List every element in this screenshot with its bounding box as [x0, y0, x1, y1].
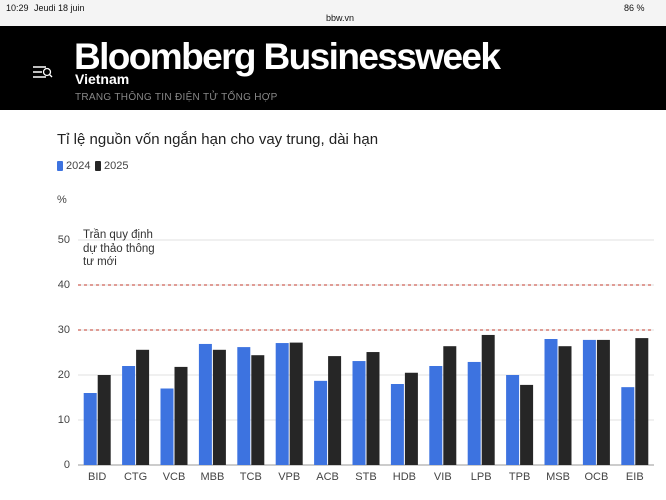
status-bar: 10:29 Jeudi 18 juin bbw.vn 86 %	[0, 0, 666, 26]
y-tick-label: 50	[58, 234, 70, 246]
x-tick-label: EIB	[626, 471, 644, 483]
x-tick-label: HDB	[393, 471, 416, 483]
bar	[237, 347, 251, 465]
time: 10:29	[6, 3, 29, 13]
url[interactable]: bbw.vn	[326, 13, 355, 23]
chart-title: Tỉ lệ nguồn vốn ngắn hạn cho vay trung, …	[57, 131, 378, 148]
tagline: TRANG THÔNG TIN ĐIỆN TỬ TỔNG HỢP	[75, 92, 278, 103]
legend-swatch	[57, 161, 63, 171]
y-axis-label: %	[57, 194, 67, 206]
x-tick-label: VPB	[278, 471, 300, 483]
x-tick-label: CTG	[124, 471, 147, 483]
bar	[390, 384, 404, 465]
x-tick-label: VIB	[434, 471, 452, 483]
bar	[251, 355, 265, 465]
bar	[544, 339, 558, 465]
bar	[443, 346, 457, 465]
bar	[582, 339, 596, 465]
x-tick-label: MSB	[546, 471, 570, 483]
annotation: Trần quy định dự thảo thông tư mới	[83, 229, 155, 268]
x-tick-label: STB	[355, 471, 376, 483]
x-tick-label: LPB	[471, 471, 492, 483]
x-tick-label: VCB	[163, 471, 186, 483]
bar	[635, 338, 649, 465]
y-tick-label: 10	[58, 414, 70, 426]
site-header: Bloomberg Businessweek Vietnam TRANG THÔ…	[0, 26, 666, 110]
bar	[83, 393, 97, 465]
bar	[174, 366, 188, 465]
y-tick-label: 40	[58, 279, 70, 291]
y-tick-label: 20	[58, 369, 70, 381]
bar	[621, 387, 635, 465]
y-tick-label: 0	[64, 459, 70, 471]
bar	[520, 384, 534, 465]
bar	[212, 349, 226, 465]
bar	[596, 339, 610, 465]
bar	[314, 380, 328, 465]
x-tick-label: TPB	[509, 471, 530, 483]
x-tick-label: TCB	[240, 471, 262, 483]
chart: Tỉ lệ nguồn vốn ngắn hạn cho vay trung, …	[57, 131, 654, 483]
bar	[404, 372, 418, 465]
battery: 86 %	[624, 3, 645, 13]
legend-label: 2024	[66, 160, 90, 172]
x-tick-label: MBB	[200, 471, 224, 483]
date: Jeudi 18 juin	[34, 3, 85, 13]
x-tick-label: ACB	[316, 471, 339, 483]
edition: Vietnam	[75, 71, 130, 87]
bar	[481, 334, 495, 465]
legend-label: 2025	[104, 160, 128, 172]
bar	[97, 375, 111, 465]
bar	[275, 343, 289, 465]
bar	[136, 349, 150, 465]
bar	[558, 346, 572, 465]
bar	[506, 375, 520, 465]
legend-swatch	[95, 161, 101, 171]
menu-icon[interactable]	[32, 64, 56, 84]
x-tick-label: BID	[88, 471, 106, 483]
bar	[289, 342, 303, 465]
bar	[429, 366, 443, 465]
y-tick-label: 30	[58, 324, 70, 336]
bar	[352, 361, 366, 465]
x-tick-label: OCB	[584, 471, 608, 483]
bar	[160, 388, 174, 465]
bar	[467, 361, 481, 465]
logo[interactable]: Bloomberg Businessweek	[74, 36, 501, 77]
bar	[198, 343, 212, 465]
bar	[328, 356, 342, 465]
bar	[366, 352, 380, 465]
bar	[122, 366, 136, 465]
